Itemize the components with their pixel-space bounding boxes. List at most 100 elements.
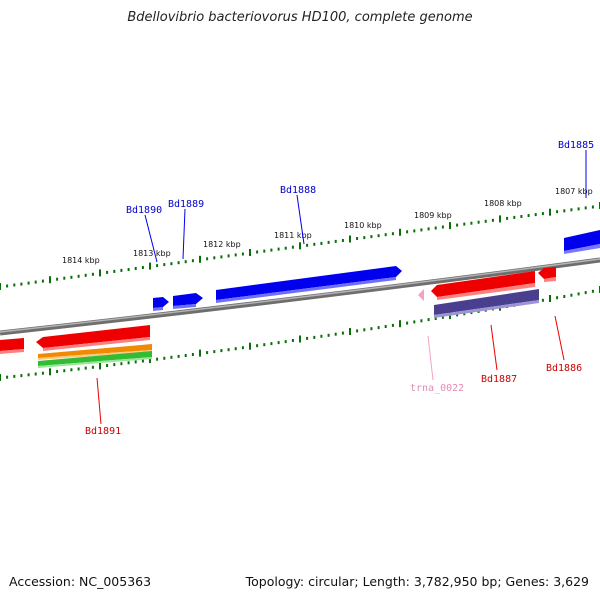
lower-ruler-tick — [434, 317, 437, 320]
gene-bd1885[interactable] — [564, 230, 600, 254]
lower-ruler-tick — [113, 363, 116, 367]
label-bd1889[interactable]: Bd1889 — [168, 199, 204, 210]
upper-ruler-tick — [113, 269, 116, 273]
lower-ruler-tick — [127, 361, 130, 365]
upper-ruler — [0, 202, 600, 290]
leader-bd1887 — [490, 324, 498, 371]
upper-ruler-tick — [120, 268, 123, 272]
lower-ruler-tick — [377, 326, 380, 330]
lower-ruler-tick — [241, 346, 244, 350]
feature-bd1891-orange[interactable] — [38, 344, 152, 360]
upper-ruler-tick — [284, 246, 287, 250]
label-trna-0022[interactable]: trna_0022 — [410, 383, 464, 394]
upper-ruler-tick — [141, 266, 144, 269]
upper-ruler-tick — [41, 279, 44, 283]
lower-ruler-tick — [577, 292, 580, 296]
upper-ruler-tick — [241, 252, 244, 256]
lower-ruler-tick — [184, 354, 187, 357]
upper-ruler-tick — [541, 212, 544, 216]
upper-ruler-tick — [84, 273, 87, 277]
upper-ruler-tick — [399, 228, 401, 236]
gene-bd1886[interactable] — [538, 267, 556, 282]
upper-ruler-tick — [534, 213, 537, 217]
upper-ruler-tick — [220, 255, 223, 259]
lower-ruler-tick — [463, 312, 466, 316]
upper-ruler-tick — [106, 270, 109, 274]
lower-ruler-tick — [141, 359, 144, 363]
lower-ruler-tick — [6, 375, 9, 379]
lower-ruler-tick — [56, 370, 59, 373]
upper-ruler-tick — [149, 262, 151, 270]
ruler-label-1814: 1814 kbp — [62, 256, 100, 265]
upper-ruler-tick — [277, 247, 280, 251]
upper-ruler-tick — [513, 215, 516, 219]
upper-ruler-tick — [99, 269, 101, 277]
upper-ruler-tick — [363, 236, 366, 240]
upper-ruler-tick — [213, 256, 216, 260]
upper-ruler-tick — [320, 241, 323, 245]
upper-ruler-tick — [477, 220, 480, 224]
gene-left-edge[interactable] — [0, 338, 24, 354]
gene-bd1889[interactable] — [173, 293, 203, 309]
label-bd1888[interactable]: Bd1888 — [280, 185, 316, 196]
feature-bd1891-green[interactable] — [38, 351, 152, 368]
lower-ruler-tick — [20, 374, 23, 378]
lower-ruler-tick — [456, 313, 459, 317]
lower-ruler-tick — [120, 362, 123, 366]
label-bd1886[interactable]: Bd1886 — [546, 363, 582, 374]
label-bd1890[interactable]: Bd1890 — [126, 205, 162, 216]
upper-ruler-tick — [49, 276, 51, 284]
lower-ruler-tick — [206, 351, 209, 355]
upper-ruler-tick — [170, 262, 173, 266]
leader-trna — [427, 335, 434, 381]
trna-0022-feature[interactable] — [418, 289, 424, 301]
lower-ruler-tick — [134, 360, 137, 364]
upper-ruler-tick — [20, 282, 23, 286]
lower-ruler-tick — [349, 328, 351, 335]
gene-bd1888[interactable] — [216, 266, 402, 303]
lower-ruler-tick — [84, 366, 87, 370]
lower-ruler-tick — [370, 327, 373, 331]
lower-ruler-tick — [199, 349, 201, 357]
lower-ruler-tick — [99, 362, 101, 370]
upper-ruler-tick — [577, 207, 580, 211]
leader-bd1886 — [554, 315, 565, 361]
upper-ruler-tick — [299, 242, 301, 250]
label-bd1885[interactable]: Bd1885 — [558, 140, 594, 151]
gene-bd1891[interactable] — [36, 325, 150, 351]
upper-ruler-tick — [77, 274, 80, 278]
upper-ruler-tick — [484, 219, 487, 223]
lower-ruler-tick — [420, 319, 423, 323]
lower-ruler-tick — [13, 374, 16, 378]
upper-ruler-tick — [227, 254, 230, 258]
leader-bd1891 — [96, 377, 102, 425]
upper-ruler-tick — [127, 268, 130, 271]
ruler-label-1813: 1813 kbp — [133, 249, 171, 258]
lower-ruler-tick — [584, 291, 587, 295]
lower-ruler-tick — [213, 350, 216, 354]
upper-ruler-tick — [341, 239, 344, 242]
upper-ruler-tick — [91, 272, 94, 276]
upper-ruler-tick — [570, 208, 573, 212]
upper-ruler-tick — [406, 230, 409, 234]
lower-ruler-tick — [549, 295, 551, 302]
lower-ruler-tick — [399, 320, 401, 328]
upper-ruler-tick — [591, 205, 594, 209]
gene-bd1887[interactable] — [431, 271, 535, 300]
ruler-label-1807: 1807 kbp — [555, 187, 593, 196]
gene-bd1890[interactable] — [153, 297, 169, 311]
upper-ruler-tick — [449, 222, 451, 230]
lower-ruler-tick — [249, 342, 251, 350]
lower-ruler-tick — [541, 298, 544, 302]
lower-ruler-tick — [313, 335, 316, 339]
label-bd1887[interactable]: Bd1887 — [481, 374, 517, 385]
label-bd1891[interactable]: Bd1891 — [85, 426, 121, 437]
upper-ruler-tick — [263, 249, 266, 253]
lower-ruler-tick — [270, 342, 273, 346]
upper-ruler-tick — [391, 232, 394, 236]
lower-ruler-tick — [156, 357, 159, 361]
upper-ruler-tick — [456, 223, 459, 227]
feature-bd1887-cds[interactable] — [434, 289, 539, 318]
lower-ruler-tick — [563, 295, 566, 298]
lower-ruler-tick — [91, 365, 94, 369]
